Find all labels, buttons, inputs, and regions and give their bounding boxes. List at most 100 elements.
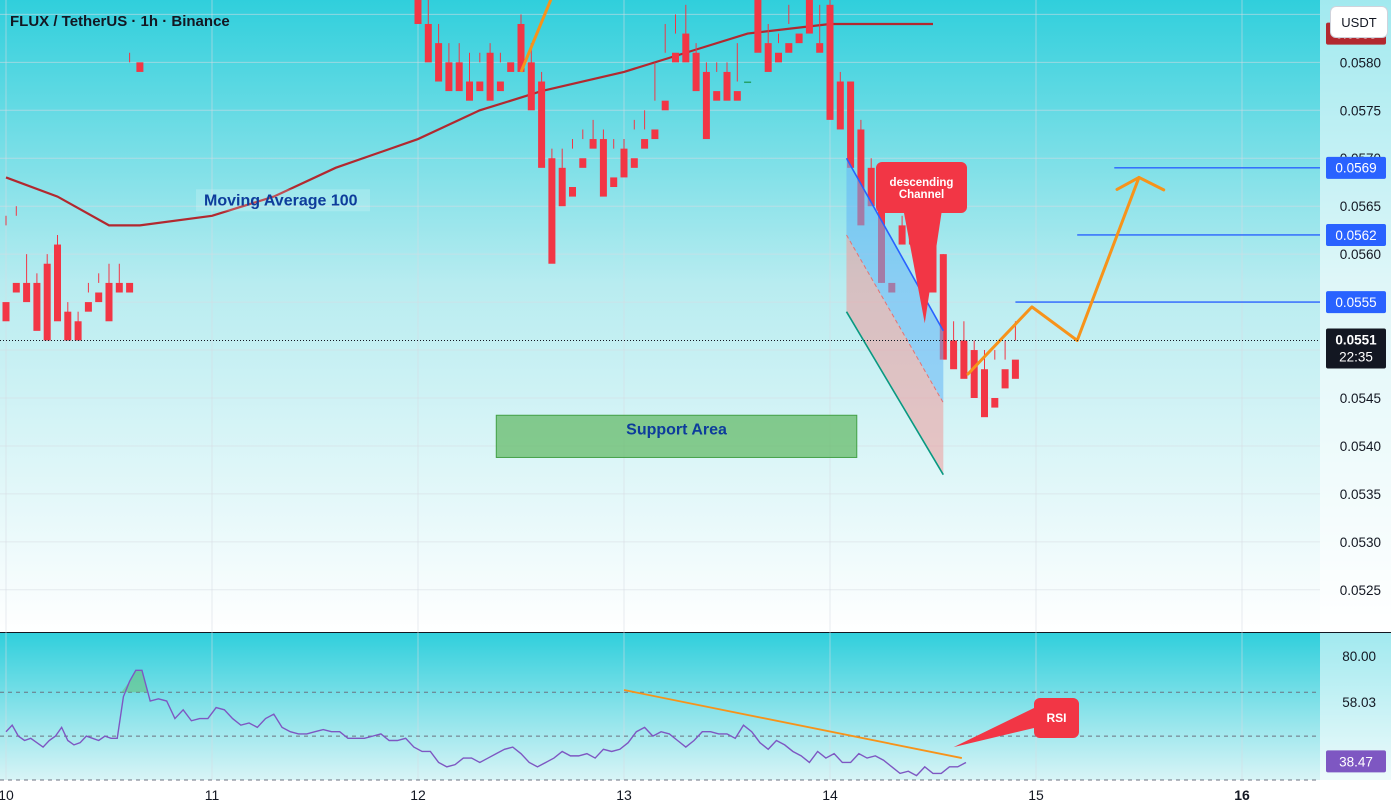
candle[interactable] [599,129,607,197]
candle[interactable] [548,148,556,264]
price-tick-label: 0.0535 [1340,487,1381,502]
candle[interactable] [723,62,731,101]
candle[interactable] [785,4,793,53]
candle[interactable] [435,23,443,82]
candle[interactable] [960,321,968,379]
currency-unit-button[interactable]: USDT [1330,6,1388,38]
candle[interactable] [836,71,844,130]
support-area-box[interactable] [495,414,858,458]
candle[interactable] [115,263,123,293]
candle[interactable] [816,4,824,53]
candle[interactable] [744,0,752,84]
candle[interactable] [126,52,134,293]
rsi-callout-bubble[interactable] [953,698,1079,748]
candle[interactable] [867,158,875,207]
rsi-line[interactable] [5,669,967,777]
candle[interactable] [692,43,700,92]
candle-body [466,81,473,101]
candle[interactable] [805,0,813,34]
channel-callout-bubble[interactable] [876,162,967,324]
candle[interactable] [970,340,978,398]
channel-lower-line [845,311,944,476]
price-scale-panel[interactable] [1320,0,1391,812]
candle[interactable] [569,139,576,197]
candle[interactable] [589,119,597,149]
candle[interactable] [713,62,721,101]
candle[interactable] [754,0,762,53]
candle[interactable] [95,273,103,303]
time-tick-label: 11 [205,787,220,803]
candle[interactable] [33,273,41,331]
candle[interactable] [12,206,20,293]
candle[interactable] [661,23,669,111]
target-2-price-tag-text: 0.0562 [1335,228,1376,243]
candle[interactable] [579,129,587,168]
candle[interactable] [445,43,453,92]
candle[interactable] [2,215,10,322]
moving-average-line[interactable]: Moving Average 100 [5,22,933,227]
candle[interactable] [507,24,515,72]
candle[interactable] [610,139,618,188]
candle[interactable] [630,119,638,168]
candle[interactable] [558,148,566,207]
candle[interactable] [950,321,958,370]
candle[interactable] [43,254,51,341]
rsi-pane-background [0,633,1391,780]
candle[interactable] [538,71,546,168]
earlier-projection-path[interactable] [519,0,624,73]
candle[interactable] [455,43,463,92]
candle-countdown: 22:35 [1339,349,1373,364]
candle[interactable] [733,43,741,101]
candle[interactable] [826,0,834,120]
target-2-price-tag[interactable]: 0.0562 [1326,223,1386,246]
candle[interactable] [991,350,999,408]
candle[interactable] [775,33,782,63]
candle-body [620,148,628,178]
candle[interactable] [898,215,906,245]
candle[interactable] [23,254,31,303]
candle[interactable] [74,311,82,341]
candles [2,0,1019,418]
candle[interactable] [424,0,432,63]
projection-arrowhead [1115,175,1166,192]
candle-body [74,321,82,341]
last-price-tag[interactable]: 0.0551 22:35 [1326,328,1386,369]
candle[interactable] [136,0,144,72]
candle[interactable] [466,52,473,101]
time-scale-panel[interactable] [0,780,1391,812]
candle[interactable] [651,62,659,140]
candle[interactable] [105,263,113,322]
price-tick-label: 0.0575 [1340,103,1381,118]
candle[interactable] [84,282,92,312]
candle[interactable] [54,234,61,322]
rsi-current-tag[interactable]: 38.47 [1326,750,1386,773]
time-tick-label: 15 [1028,787,1044,803]
candle[interactable] [476,52,484,92]
candle[interactable] [1001,340,1009,389]
candle-body [424,23,432,63]
candle[interactable] [847,81,855,168]
candle[interactable] [486,43,494,101]
support-area[interactable]: Support Area [495,414,858,458]
candle[interactable] [702,62,710,140]
target-1-price-tag[interactable]: 0.0555 [1326,291,1386,314]
candle[interactable] [641,110,649,149]
candle[interactable] [764,23,772,72]
rsi-current-tag-bg [1326,750,1386,773]
candle[interactable] [64,302,72,341]
moving-average-100-line[interactable] [5,22,933,227]
candle[interactable] [496,52,504,92]
candle[interactable] [795,0,803,44]
candle-body [569,187,576,197]
candle-body [836,81,844,130]
candle[interactable] [620,139,628,178]
target-3-price-tag[interactable]: 0.0569 [1326,156,1386,179]
candle[interactable] [517,14,525,72]
candle[interactable] [414,0,422,24]
candle[interactable] [672,14,679,63]
candle[interactable] [682,4,690,63]
descending-channel[interactable] [845,157,944,476]
